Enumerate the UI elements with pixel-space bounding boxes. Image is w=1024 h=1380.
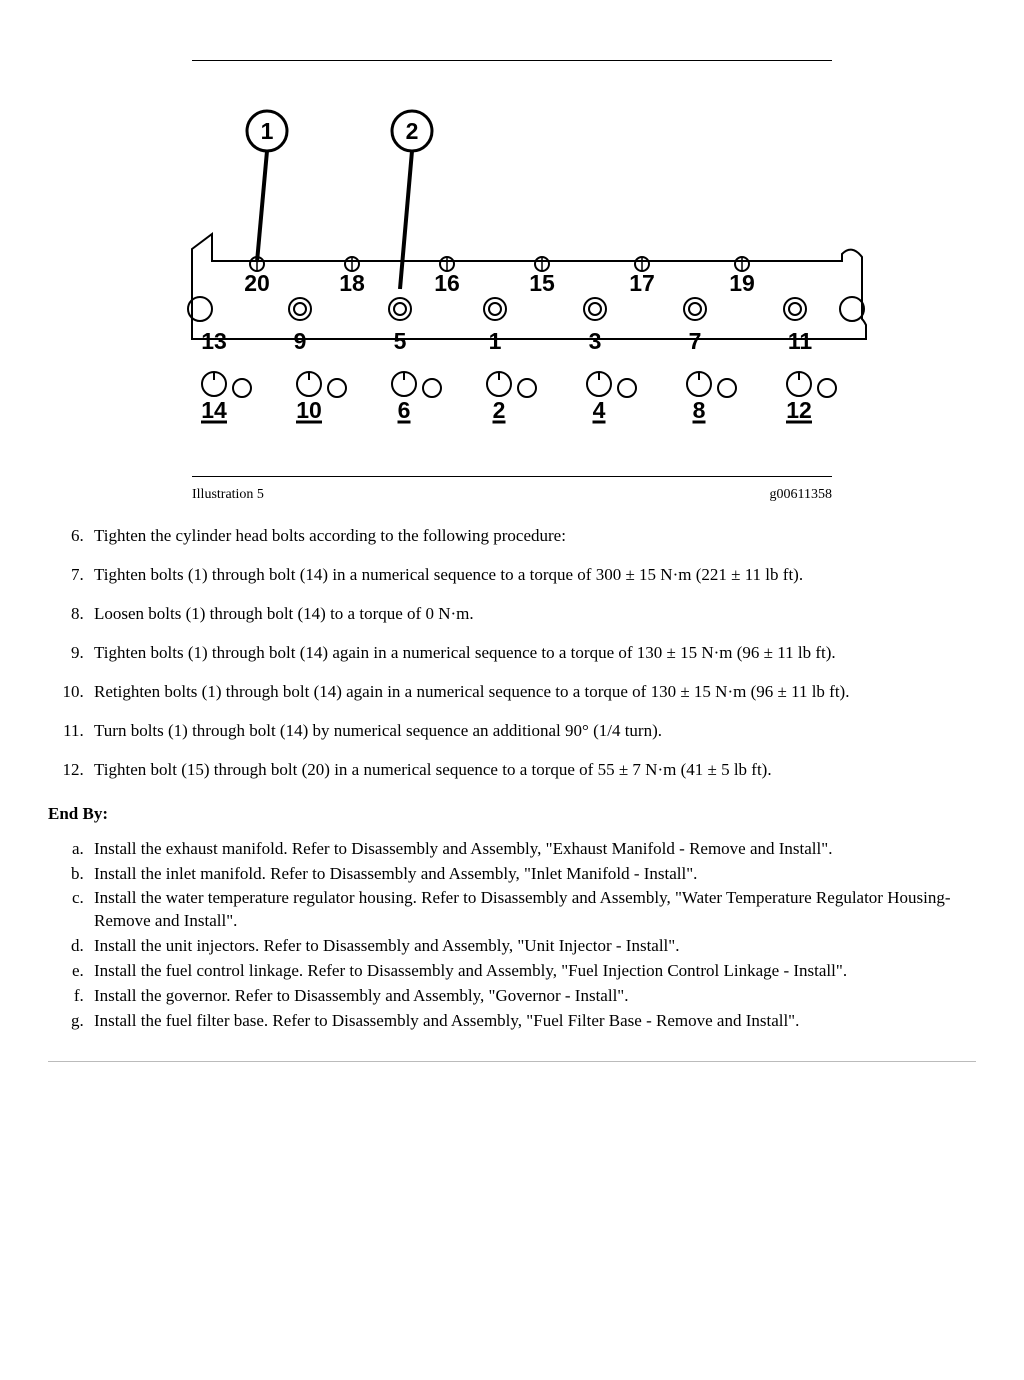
svg-text:10: 10 (296, 397, 322, 423)
step-text: Retighten bolts (1) through bolt (14) ag… (94, 682, 849, 701)
end-by-text: Install the water temperature regulator … (94, 888, 951, 930)
svg-text:20: 20 (244, 270, 270, 296)
top-rule (192, 60, 832, 61)
end-by-item: Install the inlet manifold. Refer to Dis… (88, 863, 976, 886)
caption-row: Illustration 5 g00611358 (192, 487, 832, 503)
step: Turn bolts (1) through bolt (14) by nume… (88, 720, 976, 743)
svg-text:6: 6 (398, 397, 411, 423)
step: Tighten the cylinder head bolts accordin… (88, 525, 976, 548)
illustration: 122018161517191395137111410624812 (152, 89, 872, 454)
svg-text:3: 3 (589, 328, 602, 354)
svg-text:11: 11 (788, 328, 813, 354)
step-text: Tighten bolt (15) through bolt (20) in a… (94, 760, 772, 779)
bottom-rule (48, 1061, 976, 1062)
step-text: Loosen bolts (1) through bolt (14) to a … (94, 604, 474, 623)
svg-text:16: 16 (434, 270, 460, 296)
svg-text:18: 18 (339, 270, 365, 296)
illustration-label: Illustration 5 (192, 487, 264, 503)
svg-text:5: 5 (394, 328, 407, 354)
end-by-item: Install the exhaust manifold. Refer to D… (88, 838, 976, 861)
step-text: Tighten the cylinder head bolts accordin… (94, 526, 566, 545)
procedure-list: Tighten the cylinder head bolts accordin… (48, 525, 976, 782)
svg-text:2: 2 (493, 397, 506, 423)
svg-text:12: 12 (786, 397, 812, 423)
step: Tighten bolts (1) through bolt (14) agai… (88, 642, 976, 665)
step: Loosen bolts (1) through bolt (14) to a … (88, 603, 976, 626)
svg-text:14: 14 (201, 397, 227, 423)
caption-rule (192, 476, 832, 477)
end-by-text: Install the governor. Refer to Disassemb… (94, 986, 628, 1005)
svg-text:19: 19 (729, 270, 755, 296)
svg-text:15: 15 (529, 270, 555, 296)
end-by-text: Install the unit injectors. Refer to Dis… (94, 936, 679, 955)
svg-text:4: 4 (593, 397, 606, 423)
svg-text:8: 8 (693, 397, 706, 423)
step: Tighten bolts (1) through bolt (14) in a… (88, 564, 976, 587)
step-text: Tighten bolts (1) through bolt (14) in a… (94, 565, 803, 584)
step: Retighten bolts (1) through bolt (14) ag… (88, 681, 976, 704)
end-by-text: Install the fuel control linkage. Refer … (94, 961, 847, 980)
step: Tighten bolt (15) through bolt (20) in a… (88, 759, 976, 782)
svg-text:13: 13 (201, 328, 227, 354)
end-by-item: Install the unit injectors. Refer to Dis… (88, 935, 976, 958)
svg-text:7: 7 (689, 328, 702, 354)
end-by-text: Install the fuel filter base. Refer to D… (94, 1011, 799, 1030)
end-by-list: Install the exhaust manifold. Refer to D… (48, 838, 976, 1034)
svg-text:9: 9 (294, 328, 307, 354)
svg-text:1: 1 (261, 118, 274, 144)
end-by-text: Install the inlet manifold. Refer to Dis… (94, 864, 697, 883)
end-by-item: Install the fuel control linkage. Refer … (88, 960, 976, 983)
end-by-text: Install the exhaust manifold. Refer to D… (94, 839, 832, 858)
step-text: Turn bolts (1) through bolt (14) by nume… (94, 721, 662, 740)
svg-text:1: 1 (489, 328, 502, 354)
step-text: Tighten bolts (1) through bolt (14) agai… (94, 643, 836, 662)
end-by-item: Install the water temperature regulator … (88, 887, 976, 933)
illustration-code: g00611358 (770, 487, 832, 503)
end-by-item: Install the governor. Refer to Disassemb… (88, 985, 976, 1008)
end-by-heading: End By: (48, 804, 976, 824)
svg-text:2: 2 (406, 118, 419, 144)
svg-text:17: 17 (629, 270, 655, 296)
end-by-item: Install the fuel filter base. Refer to D… (88, 1010, 976, 1033)
bolt-sequence-diagram: 122018161517191395137111410624812 (152, 89, 872, 449)
